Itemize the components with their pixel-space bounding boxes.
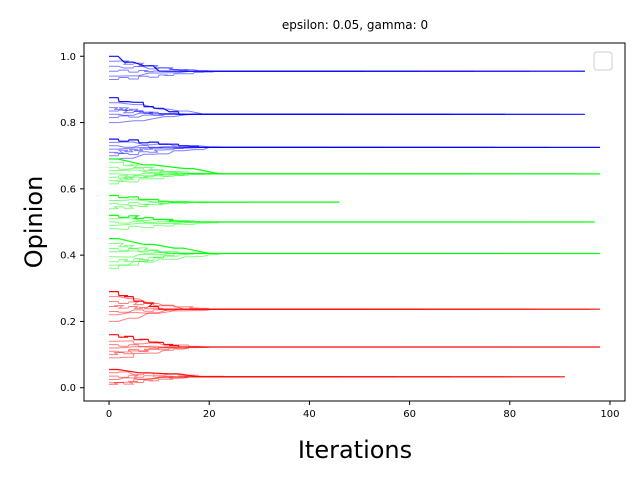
opinion-trajectory bbox=[109, 113, 505, 124]
opinion-trajectory bbox=[109, 113, 560, 119]
chart-title: epsilon: 0.05, gamma: 0 bbox=[282, 18, 428, 32]
opinion-trajectory bbox=[109, 301, 590, 310]
x-tick-label: 60 bbox=[403, 409, 416, 420]
opinion-trajectory bbox=[109, 97, 585, 115]
opinion-trajectory bbox=[109, 69, 420, 73]
opinion-trajectory bbox=[109, 291, 600, 310]
opinion-trajectory bbox=[109, 346, 400, 356]
x-axis-ticks: 0 20 40 60 80 100 bbox=[106, 401, 620, 420]
opinion-trajectory bbox=[109, 253, 340, 269]
legend-box bbox=[593, 51, 613, 71]
y-tick-label: 0.0 bbox=[60, 383, 76, 394]
opinion-trajectory bbox=[109, 194, 340, 203]
opinion-trajectory bbox=[109, 201, 205, 210]
opinion-trajectory bbox=[109, 346, 345, 359]
y-axis-ticks: 0.0 0.2 0.4 0.6 0.8 1.0 bbox=[60, 52, 84, 394]
opinion-trajectory bbox=[109, 305, 535, 310]
opinion-trajectory bbox=[109, 371, 560, 378]
opinion-trajectory bbox=[109, 344, 565, 348]
opinion-trajectory bbox=[109, 173, 470, 182]
opinion-trajectory bbox=[109, 109, 395, 115]
opinion-trajectory bbox=[109, 221, 580, 226]
x-tick-label: 0 bbox=[106, 409, 112, 420]
opinion-trajectory bbox=[109, 173, 415, 185]
x-tick-label: 40 bbox=[303, 409, 316, 420]
y-tick-label: 1.0 bbox=[60, 52, 76, 63]
y-tick-label: 0.6 bbox=[60, 184, 76, 195]
opinion-trajectory bbox=[109, 70, 365, 77]
x-tick-label: 80 bbox=[503, 409, 516, 420]
y-axis-label: Opinion bbox=[20, 176, 48, 269]
opinion-trajectory bbox=[109, 102, 505, 115]
opinion-trajectory bbox=[109, 221, 525, 230]
opinion-trajectory bbox=[109, 169, 360, 175]
opinion-trajectory bbox=[109, 308, 425, 316]
plot-lines bbox=[109, 55, 600, 385]
plot-frame bbox=[83, 42, 626, 402]
opinion-trajectory bbox=[109, 238, 600, 255]
opinion-trajectory bbox=[109, 253, 505, 258]
y-tick-label: 0.4 bbox=[60, 251, 76, 262]
opinion-trajectory bbox=[109, 308, 370, 322]
opinion-trajectory bbox=[109, 55, 585, 72]
opinion-trajectory bbox=[109, 146, 330, 154]
x-tick-label: 20 bbox=[203, 409, 216, 420]
x-tick-label: 100 bbox=[600, 409, 619, 420]
x-axis-label: Iterations bbox=[298, 436, 412, 464]
opinion-trajectory bbox=[109, 138, 600, 148]
y-tick-label: 0.2 bbox=[60, 317, 76, 328]
opinion-trajectory bbox=[109, 65, 475, 72]
opinion-trajectory bbox=[109, 340, 345, 348]
y-tick-label: 0.8 bbox=[60, 118, 76, 129]
opinion-trajectory bbox=[109, 146, 495, 160]
opinion-trajectory bbox=[109, 70, 585, 80]
opinion-trajectory bbox=[109, 376, 340, 385]
opinion-trajectory bbox=[109, 368, 565, 378]
opinion-trajectory bbox=[109, 220, 360, 224]
opinion-trajectory bbox=[109, 146, 550, 157]
opinion-trajectory bbox=[109, 253, 395, 266]
